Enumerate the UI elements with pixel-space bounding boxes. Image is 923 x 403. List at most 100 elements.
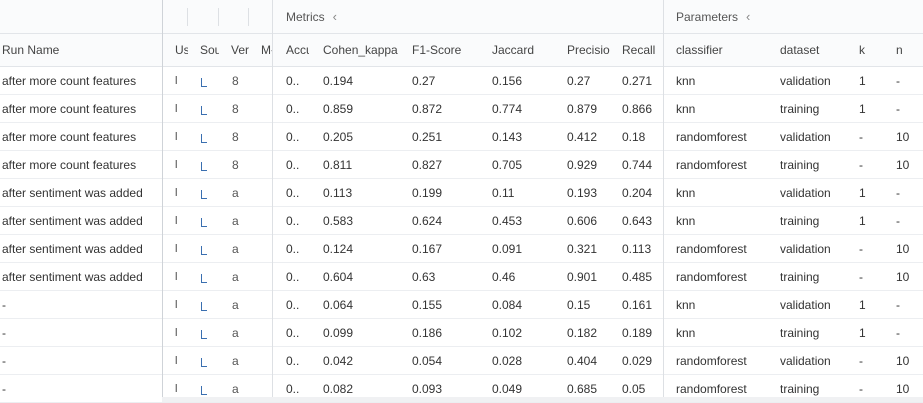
cell-source[interactable] [188,235,219,262]
cell-run-name-value[interactable]: - [2,353,6,368]
cell-k: - [847,151,884,178]
column-label: n [896,43,903,57]
cell-source[interactable] [188,375,219,402]
column-header-n[interactable]: n [884,34,923,67]
cell-run-name-value[interactable]: after more count features [2,101,137,116]
cell-cohen-kappa: 0.113 [309,179,398,206]
cell-run-name-value[interactable]: - [2,325,6,340]
cell-k: - [847,347,884,374]
cell-models [249,123,272,150]
source-link-icon[interactable] [201,133,207,143]
column-header-accuracy[interactable]: Accu [272,34,309,67]
table-row[interactable]: - l a 0.. 0.042 0.054 0.028 0.404 0.029 randomfor… [0,347,923,375]
cell-run-name-value[interactable]: after sentiment was added [2,213,143,228]
cell-run-name-value[interactable]: after more count features [2,73,137,88]
cell-user: l [163,179,188,206]
source-link-icon[interactable] [201,245,207,255]
cell-run-name-value[interactable]: after more count features [2,157,137,172]
cell-jaccard: 0.11 [478,179,555,206]
cell-run-name[interactable]: after more count features [0,123,163,150]
column-header-dataset[interactable]: dataset [767,34,847,67]
cell-run-name[interactable]: after more count features [0,95,163,122]
cell-run-name[interactable]: after sentiment was added [0,235,163,262]
cell-source[interactable] [188,263,219,290]
cell-run-name[interactable]: after sentiment was added [0,179,163,206]
cell-run-name[interactable]: - [0,347,163,374]
source-link-icon[interactable] [201,77,207,87]
cell-source[interactable] [188,319,219,346]
source-link-icon[interactable] [201,105,207,115]
source-link-icon[interactable] [201,161,207,171]
cell-run-name[interactable]: after more count features [0,67,163,94]
cell-source[interactable] [188,123,219,150]
cell-n-value: - [896,101,900,116]
cell-run-name[interactable]: - [0,319,163,346]
cell-run-name-value[interactable]: after sentiment was added [2,241,143,256]
column-header-k[interactable]: k [847,34,884,67]
source-link-icon[interactable] [201,273,207,283]
cell-run-name[interactable]: after more count features [0,151,163,178]
group-header-metrics[interactable]: Metrics ‹ [272,0,663,34]
table-row[interactable]: after sentiment was added l a 0.. 0.583 0.624… [0,207,923,235]
source-link-icon[interactable] [201,301,207,311]
cell-source[interactable] [188,151,219,178]
column-header-recall[interactable]: Recall [610,34,663,67]
cell-run-name[interactable]: after sentiment was added [0,263,163,290]
cell-source[interactable] [188,95,219,122]
cell-source[interactable] [188,207,219,234]
column-header-precision[interactable]: Precisio [555,34,610,67]
cell-user: l [163,151,188,178]
table-row[interactable]: after more count features l 8 0.. 0.205 0.251… [0,123,923,151]
cell-dataset: training [767,263,847,290]
cell-source[interactable] [188,347,219,374]
column-header-user[interactable]: Us [163,34,188,67]
chevron-left-icon[interactable]: ‹ [746,9,751,24]
column-divider [187,8,188,26]
table-row[interactable]: after more count features l 8 0.. 0.859 0.872… [0,95,923,123]
cell-accuracy-value: 0.. [286,241,300,256]
source-link-icon[interactable] [201,217,207,227]
cell-run-name-value[interactable]: - [2,381,6,396]
column-header-cohen-kappa[interactable]: Cohen_kappa [309,34,398,67]
cell-f1-score-value: 0.872 [412,101,443,116]
table-row[interactable]: after sentiment was added l a 0.. 0.604 0.63 0… [0,263,923,291]
column-header-run-name[interactable]: Run Name [0,34,163,67]
cell-run-name[interactable]: - [0,291,163,318]
table-row[interactable]: - l a 0.. 0.064 0.155 0.084 0.15 0.161 knn validat… [0,291,923,319]
source-link-icon[interactable] [201,189,207,199]
table-row[interactable]: after more count features l 8 0.. 0.811 0.827… [0,151,923,179]
horizontal-scrollbar[interactable] [162,397,923,402]
cell-source[interactable] [188,291,219,318]
cell-source[interactable] [188,179,219,206]
column-header-f1-score[interactable]: F1-Score [398,34,478,67]
column-header-version[interactable]: Ver [219,34,249,67]
cell-models [249,179,272,206]
table-row[interactable]: - l a 0.. 0.099 0.186 0.102 0.182 0.189 knn traini… [0,319,923,347]
cell-run-name-value[interactable]: - [2,297,6,312]
cell-f1-score-value: 0.624 [412,213,443,228]
cell-recall-value: 0.189 [622,325,653,340]
table-row[interactable]: after more count features l 8 0.. 0.194 0.27 0… [0,67,923,95]
cell-run-name-value[interactable]: after more count features [2,129,137,144]
cell-version-value: a [232,185,239,200]
column-header-jaccard[interactable]: Jaccard [478,34,555,67]
source-link-icon[interactable] [201,329,207,339]
table-row[interactable]: after sentiment was added l a 0.. 0.124 0.167… [0,235,923,263]
column-header-models[interactable]: M‹ [249,34,272,67]
cell-run-name-value[interactable]: after sentiment was added [2,185,143,200]
cell-run-name-value[interactable]: after sentiment was added [2,269,143,284]
group-header-parameters[interactable]: Parameters ‹ [663,0,923,34]
cell-accuracy-value: 0.. [286,213,300,228]
table-row[interactable]: after sentiment was added l a 0.. 0.113 0.199… [0,179,923,207]
column-header-classifier[interactable]: classifier [663,34,767,67]
source-link-icon[interactable] [201,385,207,395]
column-header-source[interactable]: Sou [188,34,219,67]
cell-source[interactable] [188,67,219,94]
cell-precision-value: 0.27 [567,73,591,88]
cell-run-name[interactable]: after sentiment was added [0,207,163,234]
cell-run-name[interactable]: - [0,375,163,402]
source-link-icon[interactable] [201,357,207,367]
chevron-left-icon[interactable]: ‹ [332,9,338,24]
cell-f1-score-value: 0.093 [412,381,443,396]
cell-n-value: - [896,297,900,312]
